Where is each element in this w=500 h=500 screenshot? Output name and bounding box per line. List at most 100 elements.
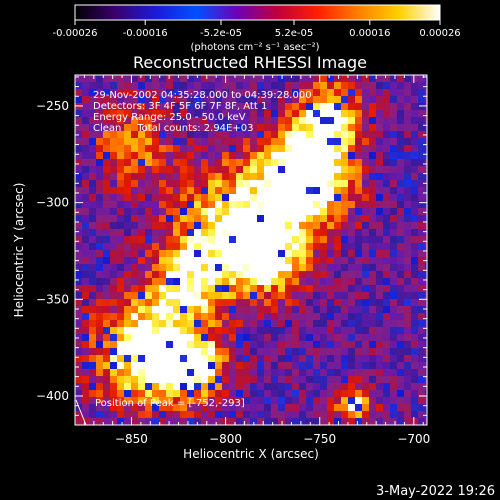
heatmap-cell	[264, 173, 271, 180]
heatmap-cell	[271, 390, 278, 397]
heatmap-cell	[306, 383, 313, 390]
heatmap-cell	[383, 404, 390, 411]
heatmap-cell	[327, 138, 334, 145]
heatmap-cell	[348, 138, 355, 145]
heatmap-cell	[250, 117, 257, 124]
heatmap-cell	[383, 313, 390, 320]
heatmap-cell	[229, 96, 236, 103]
heatmap-cell	[334, 110, 341, 117]
heatmap-cell	[334, 103, 341, 110]
heatmap-cell	[180, 404, 187, 411]
heatmap-cell	[124, 103, 131, 110]
heatmap-cell	[236, 180, 243, 187]
heatmap-cell	[117, 138, 124, 145]
heatmap-cell	[131, 250, 138, 257]
heatmap-cell	[180, 110, 187, 117]
heatmap-cell	[250, 299, 257, 306]
heatmap-cell	[397, 75, 404, 82]
heatmap-cell	[257, 313, 264, 320]
heatmap-cell	[355, 404, 362, 411]
heatmap-cell	[320, 152, 327, 159]
heatmap-cell	[418, 383, 425, 390]
heatmap-cell	[383, 208, 390, 215]
heatmap-cell	[96, 250, 103, 257]
heatmap-cell	[271, 243, 278, 250]
heatmap-cell	[215, 327, 222, 334]
heatmap-cell	[327, 236, 334, 243]
heatmap-cell	[313, 145, 320, 152]
heatmap-cell	[173, 306, 180, 313]
heatmap-cell	[341, 89, 348, 96]
heatmap-cell	[320, 222, 327, 229]
heatmap-cell	[131, 117, 138, 124]
heatmap-cell	[215, 215, 222, 222]
heatmap-cell	[138, 390, 145, 397]
x-axis-label: Heliocentric X (arcsec)	[183, 447, 319, 461]
heatmap-cell	[222, 215, 229, 222]
heatmap-cell	[229, 418, 236, 425]
heatmap-cell	[271, 124, 278, 131]
heatmap-cell	[208, 82, 215, 89]
heatmap-cell	[334, 166, 341, 173]
heatmap-cell	[75, 173, 82, 180]
heatmap-cell	[103, 201, 110, 208]
heatmap-cell	[229, 404, 236, 411]
heatmap-cell	[341, 110, 348, 117]
heatmap-cell	[327, 180, 334, 187]
heatmap-cell	[334, 271, 341, 278]
heatmap-cell	[271, 341, 278, 348]
heatmap-cell	[201, 397, 208, 404]
heatmap-cell	[229, 229, 236, 236]
heatmap-cell	[306, 166, 313, 173]
heatmap-cell	[201, 208, 208, 215]
heatmap-cell	[271, 96, 278, 103]
heatmap-cell	[201, 145, 208, 152]
heatmap-cell	[376, 173, 383, 180]
heatmap-cell	[215, 82, 222, 89]
heatmap-cell	[313, 187, 320, 194]
heatmap-cell	[201, 138, 208, 145]
heatmap-cell	[110, 159, 117, 166]
heatmap-cell	[131, 292, 138, 299]
heatmap-cell	[313, 229, 320, 236]
heatmap-cell	[404, 369, 411, 376]
heatmap-cell	[82, 208, 89, 215]
heatmap-cell	[145, 404, 152, 411]
heatmap-cell	[159, 306, 166, 313]
heatmap-cell	[355, 327, 362, 334]
heatmap-cell	[306, 299, 313, 306]
heatmap-cell	[180, 243, 187, 250]
heatmap-cell	[362, 145, 369, 152]
heatmap-cell	[152, 180, 159, 187]
heatmap-cell	[285, 299, 292, 306]
heatmap-cell	[201, 82, 208, 89]
heatmap-cell	[257, 145, 264, 152]
heatmap-cell	[383, 376, 390, 383]
heatmap-cell	[201, 257, 208, 264]
heatmap-cell	[215, 75, 222, 82]
heatmap-cell	[404, 166, 411, 173]
heatmap-cell	[376, 131, 383, 138]
heatmap-cell	[243, 243, 250, 250]
heatmap-cell	[334, 250, 341, 257]
heatmap-cell	[117, 411, 124, 418]
heatmap-cell	[173, 103, 180, 110]
heatmap-cell	[89, 201, 96, 208]
heatmap-cell	[89, 271, 96, 278]
heatmap-cell	[341, 173, 348, 180]
heatmap-cell	[383, 96, 390, 103]
heatmap-cell	[215, 89, 222, 96]
heatmap-cell	[75, 327, 82, 334]
heatmap-cell	[222, 194, 229, 201]
heatmap-cell	[201, 369, 208, 376]
heatmap-cell	[201, 292, 208, 299]
heatmap-cell	[180, 383, 187, 390]
heatmap-cell	[362, 201, 369, 208]
heatmap-cell	[222, 173, 229, 180]
heatmap-cell	[264, 89, 271, 96]
heatmap-cell	[110, 124, 117, 131]
heatmap-cell	[341, 383, 348, 390]
heatmap-cell	[215, 257, 222, 264]
heatmap-cell	[145, 201, 152, 208]
heatmap-cell	[236, 138, 243, 145]
